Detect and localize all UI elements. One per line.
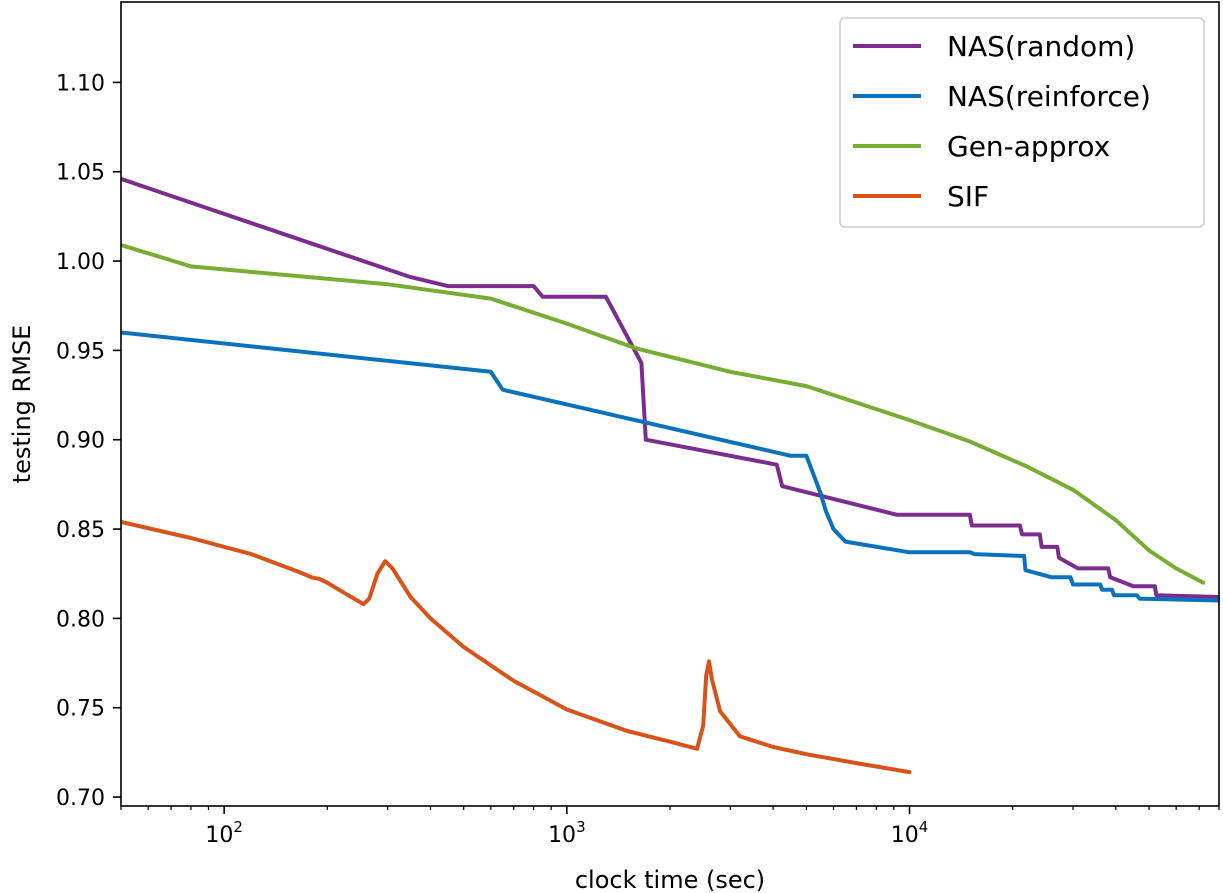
x-axis-label: clock time (sec) [575,866,765,893]
y-axis-label: testing RMSE [8,325,36,484]
x-tick-label: 103 [548,818,586,848]
legend-box [839,17,1205,228]
legend-label-gen-approx: Gen-approx [947,130,1110,163]
y-tick-label: 0.95 [56,339,105,364]
y-axis: 0.70 0.75 0.80 0.85 0.90 0.95 1.00 1.05 1.10 [56,71,121,811]
x-tick-label: 102 [205,818,243,848]
legend-label-nas-reinforce: NAS(reinforce) [947,80,1151,113]
legend: NAS(random) NAS(reinforce) Gen-approx SIF [839,17,1205,228]
series-line-gen-approx [121,243,1206,585]
x-axis: 102 103 104 [120,806,1220,848]
x-tick-label: 104 [891,818,929,848]
series-line-nas-random [121,176,1219,599]
series-layer [121,176,1219,775]
y-tick-label: 0.80 [56,607,105,632]
legend-label-nas-random: NAS(random) [947,30,1135,63]
series-line-nas-reinforce [121,330,1219,603]
y-tick-label: 1.05 [56,161,105,186]
y-tick-label: 0.85 [56,518,105,543]
y-tick-label: 1.00 [56,250,105,275]
y-tick-label: 1.10 [56,71,105,96]
y-tick-label: 0.75 [56,697,105,722]
series-line-sif [121,519,912,775]
y-tick-label: 0.70 [56,786,105,811]
legend-label-sif: SIF [947,180,989,213]
y-tick-label: 0.90 [56,429,105,454]
